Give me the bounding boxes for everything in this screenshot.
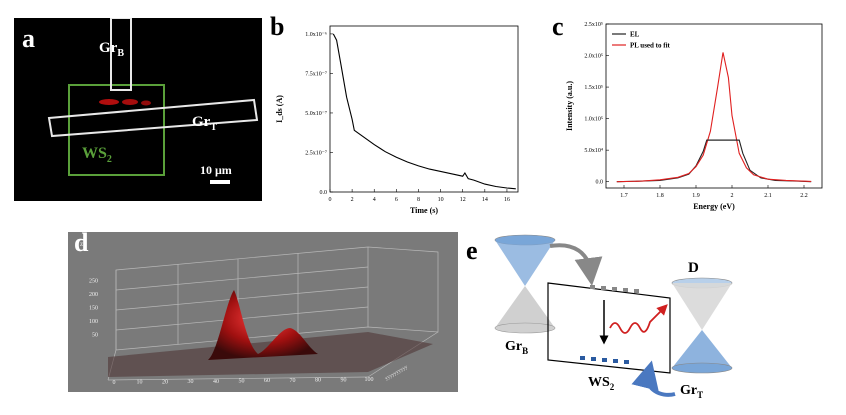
y-tick-label: 2.5x10⁻⁷ <box>305 150 327 156</box>
hole-injection-arrow <box>631 360 676 397</box>
gr-b-label: GrB <box>99 40 124 59</box>
scale-bar <box>210 180 230 184</box>
gr-t-outline <box>47 98 259 138</box>
x-tick-label: 14 <box>482 197 488 203</box>
y-tick-label: 0.0 <box>320 190 328 196</box>
photon-emission-arrow <box>609 304 668 334</box>
x-tick-label: 50 <box>239 379 245 385</box>
ws2-label: WS2 <box>588 375 615 392</box>
series-line <box>616 52 812 183</box>
scale-bar-label: 10 μm <box>200 163 232 177</box>
series-line <box>332 33 516 190</box>
source-label: S <box>518 228 526 232</box>
x-tick-label: 40 <box>213 379 219 385</box>
panel-a: GrB GrT WS2 10 μm <box>14 17 262 201</box>
z-tick-label: 250 <box>89 279 98 285</box>
gr-t-label: GrT <box>680 383 703 400</box>
y-axis-label: Intensity (a.u.) <box>565 81 574 131</box>
z-tick-label: 200 <box>89 292 98 298</box>
z-axis-label: z <box>80 240 83 248</box>
panel-label-a: a <box>22 24 35 53</box>
emission-spot <box>141 100 151 106</box>
ws2-band <box>547 282 671 374</box>
x-tick-label: 1.8 <box>656 193 664 199</box>
ws2-outline <box>68 84 165 176</box>
ws2-label: WS2 <box>82 145 112 165</box>
z-tick-label: 150 <box>89 306 98 312</box>
x-tick-label: 10 <box>137 380 143 386</box>
x-tick-label: 2 <box>731 193 734 199</box>
x-tick-label: 8 <box>417 197 420 203</box>
y-tick-label: 7.5x10⁻⁷ <box>305 71 327 77</box>
x-tick-label: 1.7 <box>620 193 628 199</box>
panel-label-c: c <box>552 12 564 41</box>
x-tick-label: 90 <box>341 377 347 383</box>
x-tick-label: 2 <box>351 197 354 203</box>
panel-b: 0 2 4 6 8 10 12 14 16 0.0 2.5x10⁻⁷ 5.0x10⁻⁷ 7.5x10⁻⁷… <box>268 12 526 222</box>
x-tick-label: 0 <box>113 380 116 386</box>
panel-label-d: d <box>74 228 89 257</box>
x-tick-group: 0 10 20 30 40 50 60 70 80 90 100 <box>113 377 374 386</box>
y-tick-label: 2.5x10⁵ <box>584 22 603 28</box>
panel-label-b: b <box>270 12 285 41</box>
chart-c: 1.7 1.8 1.9 2 2.1 2.2 0.0 5.0x10⁴ 1.0x10⁵ 1.5x10⁵… <box>565 22 823 211</box>
y-tick-label: 1.5x10⁵ <box>584 85 603 91</box>
panel-e: S D GrB WS2 GrT <box>470 216 740 408</box>
chart-b: 0 2 4 6 8 10 12 14 16 0.0 2.5x10⁻⁷ 5.0x10⁻⁷ 7.5x10⁻⁷… <box>275 25 519 215</box>
x-tick-label: 70 <box>290 378 296 384</box>
y-tick-label: 1.0x10⁻⁶ <box>305 32 327 38</box>
valence-band-dots <box>580 356 629 364</box>
x-axis-label: Time (s) <box>410 206 438 215</box>
emission-spot <box>99 99 119 105</box>
x-tick-label: 16 <box>504 197 510 203</box>
drain-label: D <box>688 260 699 276</box>
x-tick-label: 0 <box>329 197 332 203</box>
plot-frame <box>329 25 519 193</box>
x-tick-label: 2.1 <box>764 193 772 199</box>
x-tick-label: 2.2 <box>800 193 808 199</box>
gr-b-label: GrB <box>505 339 528 356</box>
x-tick-label: 12 <box>460 197 466 203</box>
gr-b-outline <box>110 17 132 91</box>
legend-label: PL used to fit <box>630 42 671 50</box>
z-tick-label: 100 <box>89 319 98 325</box>
y-tick-label: 0.0 <box>596 180 604 186</box>
electron-injection-arrow <box>549 243 603 286</box>
conduction-band-dots <box>590 285 639 293</box>
x-tick-label: 1.9 <box>692 193 700 199</box>
z-tick-label: 50 <box>92 333 98 339</box>
x-tick-label: 4 <box>373 197 376 203</box>
y-axis-label: I_ds (A) <box>275 95 284 123</box>
plot-frame <box>605 23 823 189</box>
panel-c: 1.7 1.8 1.9 2 2.1 2.2 0.0 5.0x10⁴ 1.0x10⁵ 1.5x10⁵… <box>536 12 836 222</box>
y-tick-label: 1.0x10⁵ <box>584 117 603 123</box>
legend-label: EL <box>630 31 640 39</box>
panel-d: z 50 100 150 200 250 0 10 20 30 40 50 60 70 80 90 100 … <box>68 232 458 392</box>
series-line <box>616 139 812 183</box>
panel-label-e: e <box>466 236 478 265</box>
z-tick-group: 50 100 150 200 250 <box>89 279 98 339</box>
emission-spot <box>122 99 138 105</box>
y-tick-label: 2.0x10⁵ <box>584 54 603 60</box>
x-tick-label: 6 <box>395 197 398 203</box>
x-tick-label: 20 <box>162 379 168 385</box>
x-tick-label: 80 <box>315 378 321 384</box>
gr-t-dirac-cone <box>671 277 733 374</box>
band-diagram: S D GrB WS2 GrT <box>494 216 733 400</box>
x-tick-label: 60 <box>264 378 270 384</box>
x-tick-label: 30 <box>188 379 194 385</box>
x-tick-label: 100 <box>365 377 374 383</box>
gr-b-dirac-cone <box>494 234 556 334</box>
y-tick-label: 5.0x10⁴ <box>584 148 603 154</box>
y-tick-label: 5.0x10⁻⁷ <box>305 111 327 117</box>
panel-a-micrograph: GrB GrT WS2 10 μm <box>14 17 262 201</box>
gr-t-label: GrT <box>192 114 217 133</box>
x-axis-label: Energy (eV) <box>693 202 735 211</box>
x-tick-label: 10 <box>438 197 444 203</box>
surface-peak <box>208 290 318 360</box>
